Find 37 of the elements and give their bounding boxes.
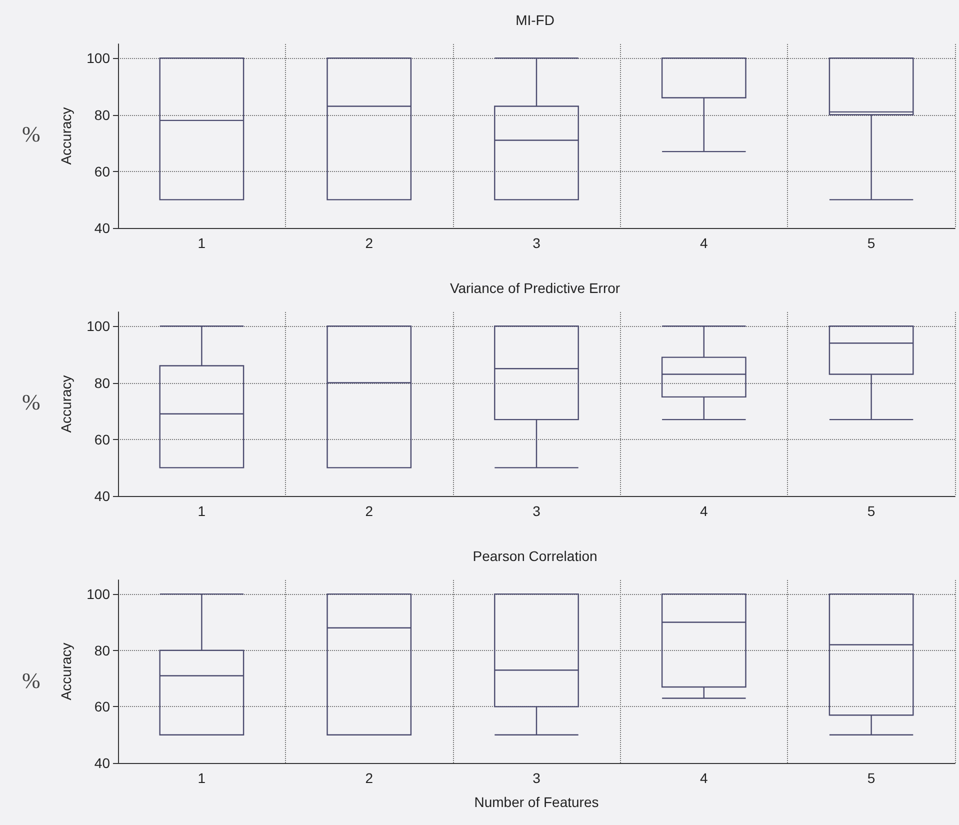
x-tick-label: 3 bbox=[532, 235, 541, 251]
x-tick-label: 2 bbox=[365, 235, 374, 251]
y-axis-title: Accuracy bbox=[58, 375, 74, 433]
y-axis-title: Accuracy bbox=[58, 107, 74, 165]
x-tick-label: 4 bbox=[700, 503, 708, 519]
y-tick-label: 100 bbox=[86, 50, 110, 66]
y-tick-label: 40 bbox=[94, 755, 110, 771]
y-tick-label: 80 bbox=[94, 374, 110, 391]
x-tick-label: 1 bbox=[198, 770, 206, 786]
y-tick-label: 60 bbox=[94, 698, 110, 715]
x-tick-label: 5 bbox=[867, 503, 876, 519]
y-tick-label: 80 bbox=[94, 106, 110, 123]
y-tick-label: 40 bbox=[94, 488, 110, 504]
x-tick-label: 4 bbox=[700, 770, 708, 786]
x-tick-label: 3 bbox=[532, 503, 541, 519]
x-tick-label: 1 bbox=[198, 235, 206, 251]
x-tick-label: 4 bbox=[700, 235, 708, 251]
text: % bbox=[22, 668, 40, 693]
y-tick-label: 80 bbox=[94, 642, 110, 658]
chart-title: Pearson Correlation bbox=[472, 548, 598, 564]
x-tick-label: 1 bbox=[198, 503, 206, 519]
chart-title: Variance of Predictive Error bbox=[450, 280, 620, 296]
chart-title: MI-FD bbox=[516, 12, 554, 28]
x-tick-label: 5 bbox=[867, 235, 876, 251]
text: % bbox=[22, 122, 40, 146]
y-tick-label: 100 bbox=[86, 586, 110, 602]
y-tick-label: 40 bbox=[94, 220, 110, 236]
y-tick-label: 60 bbox=[94, 163, 110, 180]
x-tick-label: 2 bbox=[365, 503, 374, 519]
x-tick-label: 5 bbox=[867, 770, 876, 786]
x-tick-label: 3 bbox=[532, 770, 541, 786]
y-tick-label: 60 bbox=[94, 431, 110, 448]
x-axis-title: Number of Features bbox=[474, 794, 599, 810]
x-tick-label: 2 bbox=[365, 770, 374, 786]
y-tick-label: 100 bbox=[86, 318, 110, 334]
y-axis-title: Accuracy bbox=[58, 642, 74, 700]
text: % bbox=[22, 390, 40, 414]
